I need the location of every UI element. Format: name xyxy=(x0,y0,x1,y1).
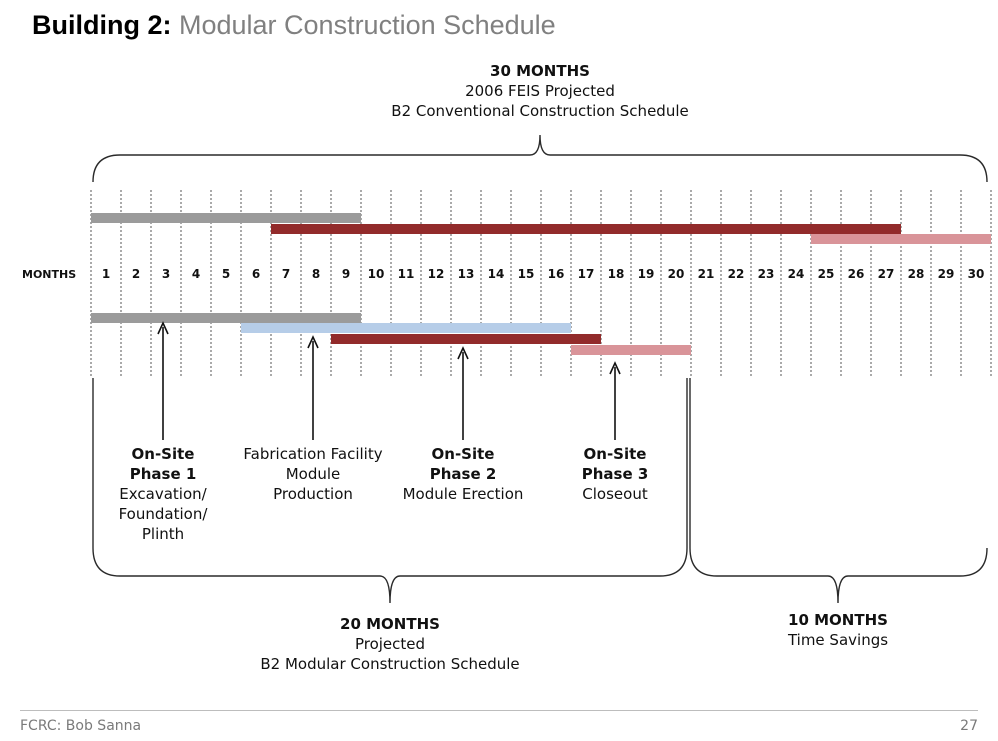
page-title-subtitle: Modular Construction Schedule xyxy=(171,10,556,40)
phase-label-line: Production xyxy=(273,485,353,503)
month-label: 25 xyxy=(818,267,835,281)
month-label: 30 xyxy=(968,267,985,281)
month-label: 15 xyxy=(518,267,535,281)
month-labels: 1 2 3 4 5 6 7 8 9 10 11 12 13 14 15 16 17 18 19 20 21 22 23 24 2… xyxy=(102,267,985,281)
phase-label-line: Plinth xyxy=(142,525,184,543)
bottom-left-projected: Projected xyxy=(355,635,425,653)
schedule-bar-dark-red xyxy=(271,224,901,234)
phase-arrow xyxy=(609,361,621,440)
month-label: 20 xyxy=(668,267,685,281)
phase-label-line: Phase 3 xyxy=(582,465,649,483)
month-label: 1 xyxy=(102,267,110,281)
page-title-building: Building 2: xyxy=(32,10,172,40)
footer-presenter: FCRC: Bob Sanna xyxy=(20,718,142,734)
phase-label-line: On-Site xyxy=(584,445,647,463)
month-label: 6 xyxy=(252,267,260,281)
month-label: 11 xyxy=(398,267,415,281)
schedule-bar-dark-red xyxy=(331,334,601,344)
top-bracket-months: 30 MONTHS xyxy=(490,62,590,80)
month-label: 12 xyxy=(428,267,445,281)
month-label: 5 xyxy=(222,267,230,281)
bottom-right-months: 10 MONTHS xyxy=(788,611,888,629)
top-bracket-description: B2 Conventional Construction Schedule xyxy=(391,102,688,120)
phase-label-line: Excavation/ xyxy=(119,485,207,503)
month-grid-lines xyxy=(90,190,992,378)
month-label: 9 xyxy=(342,267,350,281)
schedule-bar-gray xyxy=(91,313,361,323)
month-label: 18 xyxy=(608,267,625,281)
month-label: 21 xyxy=(698,267,715,281)
footer-divider xyxy=(20,710,978,711)
month-label: 28 xyxy=(908,267,925,281)
top-bracket xyxy=(92,134,988,183)
month-label: 3 xyxy=(162,267,170,281)
month-label: 23 xyxy=(758,267,775,281)
month-label: 16 xyxy=(548,267,565,281)
bottom-left-months: 20 MONTHS xyxy=(340,615,440,633)
month-label: 4 xyxy=(192,267,200,281)
schedule-bar-light-blue xyxy=(241,323,571,333)
month-label: 7 xyxy=(282,267,290,281)
bottom-right-bracket xyxy=(689,378,988,604)
phase-label-line: On-Site xyxy=(132,445,195,463)
phase-arrow xyxy=(307,335,319,440)
phase-label-line: Closeout xyxy=(582,485,648,503)
phase-label-line: Phase 1 xyxy=(130,465,197,483)
month-label: 14 xyxy=(488,267,505,281)
month-label: 24 xyxy=(788,267,805,281)
axis-label: MONTHS xyxy=(22,268,76,281)
phase-label-line: On-Site xyxy=(432,445,495,463)
month-label: 2 xyxy=(132,267,140,281)
conventional-schedule-bars xyxy=(91,213,991,244)
phase-labels: On-Site Phase 1 Excavation/Foundation/Plin… xyxy=(119,445,649,543)
page-title: Building 2: Modular Construction Schedul… xyxy=(32,10,556,41)
month-label: 22 xyxy=(728,267,745,281)
page-number: 27 xyxy=(960,718,978,734)
bottom-left-bracket xyxy=(92,378,688,604)
phase-label-line: Phase 2 xyxy=(430,465,497,483)
phase-label-line: Foundation/ xyxy=(119,505,209,523)
modular-schedule-bars xyxy=(91,313,691,355)
phase-arrow xyxy=(157,321,169,440)
month-label: 27 xyxy=(878,267,895,281)
schedule-bar-gray xyxy=(91,213,361,223)
schedule-bar-pink xyxy=(571,345,691,355)
month-label: 29 xyxy=(938,267,955,281)
phase-arrow xyxy=(457,346,469,440)
month-label: 26 xyxy=(848,267,865,281)
month-label: 19 xyxy=(638,267,655,281)
top-bracket-source: 2006 FEIS Projected xyxy=(465,82,615,100)
schedule-bar-pink xyxy=(811,234,991,244)
bottom-left-description: B2 Modular Construction Schedule xyxy=(260,655,519,673)
phase-label-line: Fabrication Facility xyxy=(243,445,382,463)
phase-arrows xyxy=(157,321,621,440)
phase-label-line: Module xyxy=(286,465,341,483)
phase-label-line: Module Erection xyxy=(403,485,524,503)
month-label: 8 xyxy=(312,267,320,281)
month-label: 10 xyxy=(368,267,385,281)
bottom-right-savings: Time Savings xyxy=(787,631,888,649)
month-label: 17 xyxy=(578,267,595,281)
month-label: 13 xyxy=(458,267,475,281)
